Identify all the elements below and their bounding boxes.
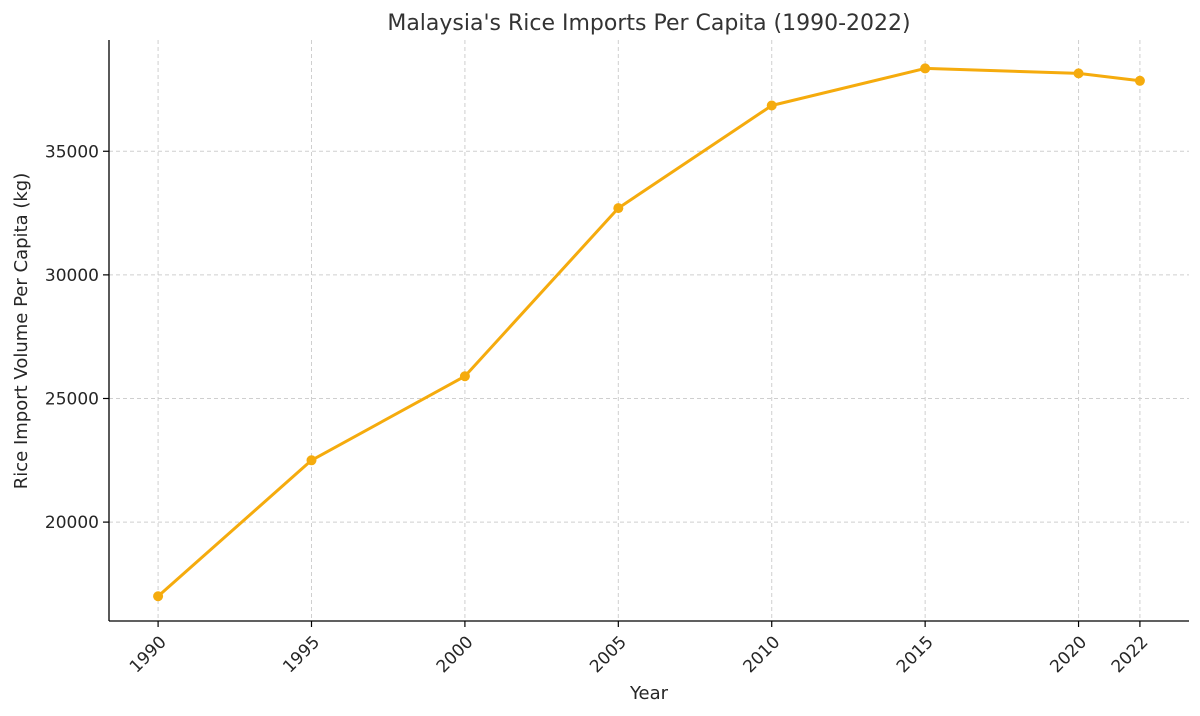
data-point (153, 591, 164, 602)
y-axis-label: Rice Import Volume Per Capita (kg) (11, 173, 32, 489)
ticks-layer: 1990 1995 2000 2005 2010 2015 2020 2022 20000 250… (45, 142, 1153, 677)
data-point (613, 203, 624, 214)
x-tick-label: 2022 (1108, 632, 1153, 677)
x-tick-label: 2000 (433, 632, 478, 677)
x-axis-label: Year (629, 683, 669, 704)
data-point (920, 63, 931, 74)
axes-layer (108, 40, 1189, 622)
x-tick-label: 1995 (279, 632, 324, 677)
data-point (1134, 75, 1145, 86)
x-tick-label: 2005 (586, 632, 631, 677)
y-tick-label: 20000 (45, 513, 99, 533)
y-tick-label: 30000 (45, 266, 99, 286)
x-tick-label: 2015 (893, 632, 938, 677)
x-tick-label: 2010 (740, 632, 785, 677)
chart-title: Malaysia's Rice Imports Per Capita (1990… (387, 11, 910, 36)
series-layer (153, 63, 1145, 602)
y-tick-label: 35000 (45, 142, 99, 162)
data-point (1073, 68, 1084, 79)
x-tick-label: 2020 (1046, 632, 1091, 677)
grid-layer (109, 40, 1189, 621)
x-tick-label: 1990 (126, 632, 171, 677)
data-point (306, 455, 317, 466)
data-point (766, 100, 777, 111)
series-line (156, 66, 1142, 598)
data-point (459, 371, 470, 382)
y-tick-label: 25000 (45, 389, 99, 409)
